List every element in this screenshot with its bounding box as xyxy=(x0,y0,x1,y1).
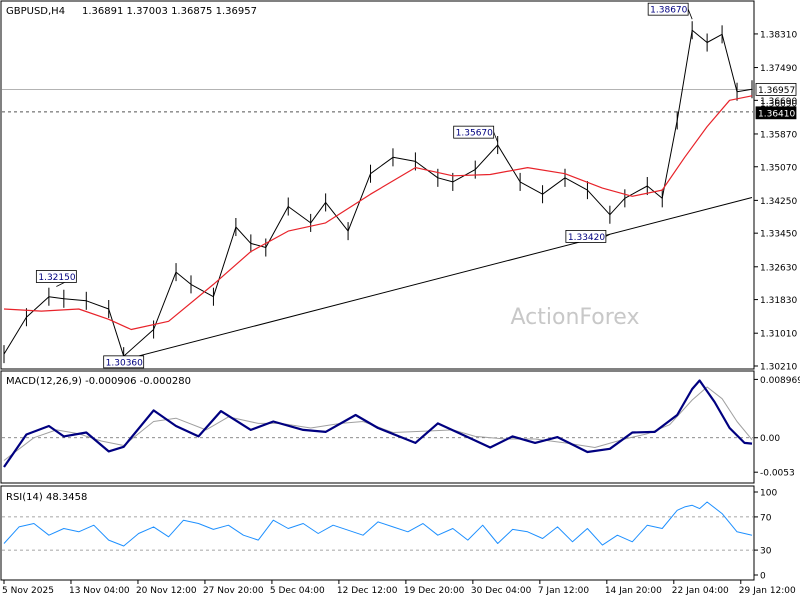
macd-axis-tick-label: -0.0053 xyxy=(760,469,795,479)
price-axis-tick-label: 1.34250 xyxy=(760,197,797,207)
annotation-leader xyxy=(687,9,693,20)
macd-axis-tick-label: 0.008969 xyxy=(760,376,800,386)
price-axis-tick-label: 1.35070 xyxy=(760,163,797,173)
annotation-label-box xyxy=(35,270,77,283)
annotation-label-box xyxy=(453,125,495,139)
header-symbol: GBPUSD,H4 xyxy=(6,6,65,17)
price-axis-tick-label: 1.32630 xyxy=(760,263,797,273)
time-tick-label: 12 Dec 12:00 xyxy=(337,586,398,596)
time-tick-label: 19 Dec 20:00 xyxy=(404,586,465,596)
annotation-label: 1.30360 xyxy=(106,358,143,368)
current-price-flag: 1.36957 xyxy=(758,86,795,96)
ma-value-label: 1.36690 xyxy=(760,99,797,109)
annotation-label: 1.38670 xyxy=(650,6,687,16)
time-tick-label: 13 Nov 04:00 xyxy=(69,586,130,596)
time-tick-label: 29 Jan 12:00 xyxy=(739,586,796,596)
annotation-leader xyxy=(493,132,499,143)
time-tick-label: 22 Jan 04:00 xyxy=(672,586,729,596)
time-tick-label: 7 Jan 12:00 xyxy=(538,586,590,596)
current-price-flag-box xyxy=(755,82,797,96)
annotation-label-box xyxy=(647,2,689,16)
time-tick-label: 20 Nov 12:00 xyxy=(136,586,197,596)
price-panel: 1.30210 1.31010 1.31830 1.32630 1.33450 1.342… xyxy=(2,2,797,373)
rsi-axis-tick-label: 100 xyxy=(760,489,777,499)
price-axis-tick-label: 1.36690 xyxy=(760,97,797,107)
rsi-axis-tick-label: 70 xyxy=(760,513,772,523)
annotation-label: 1.35670 xyxy=(456,129,493,139)
header-ohlc: 1.36891 1.37003 1.36875 1.36957 xyxy=(82,6,257,17)
price-axis-tick-label: 1.38310 xyxy=(760,30,797,40)
annotation-label: 1.32150 xyxy=(38,273,75,283)
annotation-leader xyxy=(605,234,611,237)
time-tick-label: 14 Jan 20:00 xyxy=(605,586,662,596)
time-tick-label: 5 Dec 04:00 xyxy=(270,586,325,596)
rsi-axis-tick-label: 0 xyxy=(760,572,766,582)
price-panel-frame xyxy=(0,0,755,370)
time-axis: 5 Nov 2025 13 Nov 04:00 20 Nov 12:00 27 Nov… xyxy=(2,580,796,596)
watermark: ActionForex xyxy=(511,305,640,330)
price-axis-tick-label: 1.30210 xyxy=(760,363,797,373)
annotation-label-box xyxy=(103,355,145,369)
time-tick-label: 27 Nov 20:00 xyxy=(203,586,264,596)
annotation-label: 1.33420 xyxy=(568,233,605,243)
price-axis-tick-label: 1.31830 xyxy=(760,296,797,306)
rsi-axis-tick-label: 30 xyxy=(760,547,772,557)
rsi-title: RSI(14) 48.3458 xyxy=(6,492,87,503)
rsi-line xyxy=(3,501,753,547)
rsi-panel: 100 70 30 0 xyxy=(2,489,777,582)
trendline xyxy=(123,197,753,361)
price-line xyxy=(3,29,753,357)
macd-panel-frame xyxy=(0,370,755,484)
macd-title: MACD(12,26,9) -0.000906 -0.000280 xyxy=(6,376,191,387)
level-flag: 1.36410 xyxy=(758,109,795,119)
moving-average-line xyxy=(3,95,753,331)
time-tick-label: 30 Dec 04:00 xyxy=(471,586,532,596)
price-axis-tick-label: 1.35870 xyxy=(760,130,797,140)
annotation-label-box xyxy=(565,230,607,243)
macd-panel: 0.008969 0.00 -0.0053 xyxy=(2,376,800,479)
macd-line xyxy=(3,379,753,468)
time-tick-label: 5 Nov 2025 xyxy=(2,586,54,596)
macd-axis-tick-label: 0.00 xyxy=(760,434,780,444)
level-flag-box xyxy=(755,106,797,120)
rsi-panel-frame xyxy=(0,485,755,581)
price-axis-tick-label: 1.37490 xyxy=(760,64,797,74)
price-axis-tick-label: 1.31010 xyxy=(760,330,797,340)
price-axis-tick-label: 1.33450 xyxy=(760,230,797,240)
